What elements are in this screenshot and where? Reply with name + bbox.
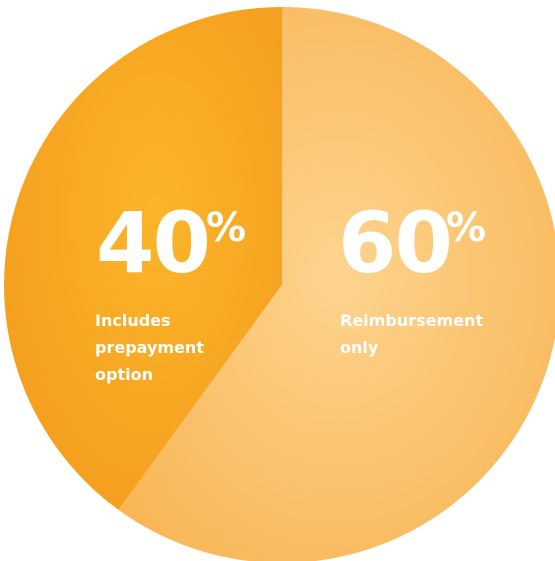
slice-0-value-label: 40 % — [96, 194, 246, 292]
slice-0-label-line-3: option — [95, 365, 153, 384]
slice-0-percent-sign: % — [206, 205, 246, 251]
slice-0-category-label: Includes prepayment option — [95, 311, 204, 384]
slice-1-label-line-2: only — [340, 338, 379, 357]
slice-1-label-line-1: Reimbursement — [340, 311, 483, 330]
slice-1-percent-number: 60 — [338, 194, 451, 292]
slice-0-label-line-2: prepayment — [95, 338, 204, 357]
slice-1-value-label: 60 % — [338, 194, 486, 292]
pie-slice-includes-prepayment — [3, 7, 282, 510]
slice-1-percent-sign: % — [446, 205, 486, 251]
pie-slice-reimbursement-only — [118, 7, 555, 561]
slice-1-category-label: Reimbursement only — [340, 311, 483, 357]
slice-0-percent-number: 40 — [96, 194, 209, 292]
slice-0-label-line-1: Includes — [95, 311, 171, 330]
